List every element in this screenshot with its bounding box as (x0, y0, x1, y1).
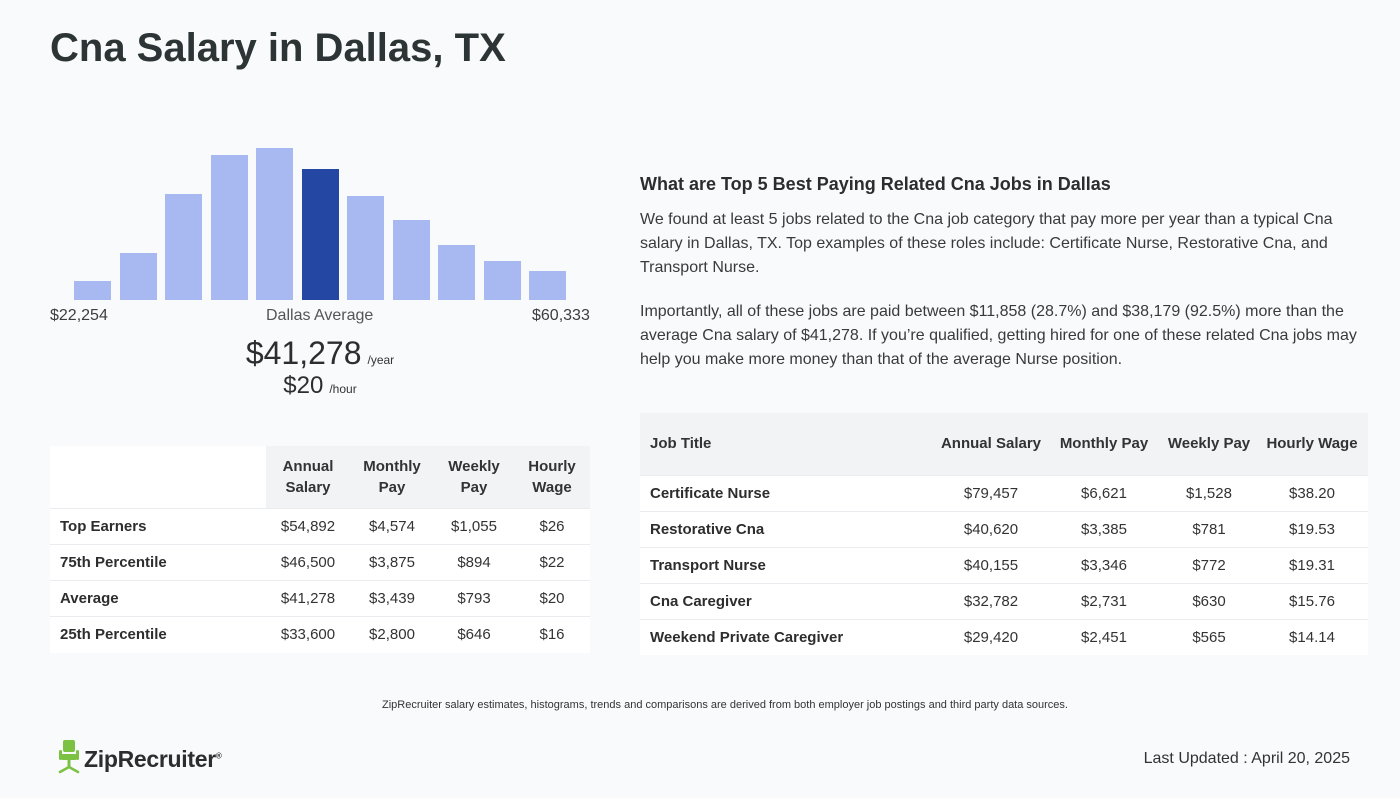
header-monthly-pay: Monthly Pay (1046, 413, 1162, 475)
histogram-bar (256, 148, 293, 300)
logo-text: ZipRecruiter® (84, 746, 222, 772)
weekly-pay-cell: $781 (1162, 510, 1256, 547)
table-row: Top Earners $54,892 $4,574 $1,055 $26 (50, 508, 590, 545)
histogram-min-label: $22,254 (50, 307, 108, 324)
table-row: Average $41,278 $3,439 $793 $20 (50, 580, 590, 617)
related-jobs-heading: What are Top 5 Best Paying Related Cna J… (640, 174, 1111, 194)
job-title-cell: Cna Caregiver (640, 582, 936, 619)
job-title-cell: Restorative Cna (640, 510, 936, 547)
header-annual-salary: Annual Salary (266, 446, 350, 509)
job-title-cell: Certificate Nurse (640, 474, 936, 511)
average-yearly-unit: /year (367, 353, 395, 367)
monthly-pay-cell: $6,621 (1046, 474, 1162, 511)
weekly-pay-cell: $565 (1162, 618, 1256, 655)
hourly-wage-cell: $20 (514, 580, 590, 617)
annual-salary-cell: $41,278 (266, 580, 350, 617)
monthly-pay-cell: $3,346 (1046, 546, 1162, 583)
monthly-pay-cell: $2,800 (350, 616, 434, 653)
ziprecruiter-logo[interactable]: ZipRecruiter® (58, 740, 222, 779)
histogram-bar (529, 271, 566, 300)
header-weekly-pay: Weekly Pay (1162, 413, 1256, 475)
related-jobs-table: Job Title Annual Salary Monthly Pay Week… (640, 413, 1368, 655)
average-hourly-unit: /hour (329, 382, 357, 396)
histogram-bar (165, 194, 202, 300)
header-weekly-pay: Weekly Pay (434, 446, 514, 509)
weekly-pay-cell: $1,528 (1162, 474, 1256, 511)
weekly-pay-cell: $646 (434, 616, 514, 653)
histogram-average-label: Dallas Average (266, 307, 374, 324)
annual-salary-cell: $33,600 (266, 616, 350, 653)
header-hourly-wage: Hourly Wage (514, 446, 590, 509)
row-label: 25th Percentile (50, 616, 266, 653)
weekly-pay-cell: $793 (434, 580, 514, 617)
monthly-pay-cell: $4,574 (350, 508, 434, 545)
histogram-bar (74, 281, 111, 300)
histogram-bar (392, 220, 430, 300)
monthly-pay-cell: $3,439 (350, 580, 434, 617)
weekly-pay-cell: $630 (1162, 582, 1256, 619)
histogram-bar-average (301, 169, 339, 300)
percentile-table-corner (50, 446, 266, 509)
job-title-cell: Transport Nurse (640, 546, 936, 583)
weekly-pay-cell: $772 (1162, 546, 1256, 583)
data-source-disclaimer: ZipRecruiter salary estimates, histogram… (382, 699, 1068, 711)
average-hourly-salary: $20/hour (50, 372, 590, 400)
row-label: 75th Percentile (50, 544, 266, 581)
salary-histogram (50, 130, 590, 300)
weekly-pay-cell: $1,055 (434, 508, 514, 545)
annual-salary-cell: $54,892 (266, 508, 350, 545)
histogram-bar (438, 245, 475, 300)
table-row: Transport Nurse $40,155 $3,346 $772 $19.… (640, 546, 1368, 583)
table-row: Restorative Cna $40,620 $3,385 $781 $19.… (640, 510, 1368, 547)
histogram-bar (119, 253, 157, 300)
annual-salary-cell: $40,155 (936, 546, 1046, 583)
header-job-title: Job Title (640, 413, 936, 475)
average-yearly-value: $41,278 (245, 335, 362, 371)
header-hourly-wage: Hourly Wage (1256, 413, 1368, 475)
table-row: Certificate Nurse $79,457 $6,621 $1,528 … (640, 474, 1368, 511)
percentile-table-header: Annual Salary Monthly Pay Weekly Pay Hou… (50, 446, 590, 509)
hourly-wage-cell: $38.20 (1256, 474, 1368, 511)
hourly-wage-cell: $19.53 (1256, 510, 1368, 547)
weekly-pay-cell: $894 (434, 544, 514, 581)
table-row: 25th Percentile $33,600 $2,800 $646 $16 (50, 616, 590, 653)
monthly-pay-cell: $2,731 (1046, 582, 1162, 619)
histogram-bar (347, 196, 384, 300)
monthly-pay-cell: $2,451 (1046, 618, 1162, 655)
annual-salary-cell: $40,620 (936, 510, 1046, 547)
histogram-bar (210, 155, 248, 300)
annual-salary-cell: $46,500 (266, 544, 350, 581)
table-row: 75th Percentile $46,500 $3,875 $894 $22 (50, 544, 590, 581)
annual-salary-cell: $32,782 (936, 582, 1046, 619)
jobs-table-header: Job Title Annual Salary Monthly Pay Week… (640, 413, 1368, 475)
table-row: Weekend Private Caregiver $29,420 $2,451… (640, 618, 1368, 655)
last-updated: Last Updated : April 20, 2025 (1143, 750, 1350, 767)
header-annual-salary: Annual Salary (936, 413, 1046, 475)
page-title: Cna Salary in Dallas, TX (50, 26, 506, 70)
table-row: Cna Caregiver $32,782 $2,731 $630 $15.76 (640, 582, 1368, 619)
hourly-wage-cell: $22 (514, 544, 590, 581)
related-jobs-intro: We found at least 5 jobs related to the … (640, 211, 1333, 276)
job-title-cell: Weekend Private Caregiver (640, 618, 936, 655)
hourly-wage-cell: $26 (514, 508, 590, 545)
annual-salary-cell: $79,457 (936, 474, 1046, 511)
average-yearly-salary: $41,278/year (50, 335, 590, 372)
related-jobs-summary: Importantly, all of these jobs are paid … (640, 303, 1357, 368)
row-label: Average (50, 580, 266, 617)
row-label: Top Earners (50, 508, 266, 545)
header-monthly-pay: Monthly Pay (350, 446, 434, 509)
monthly-pay-cell: $3,385 (1046, 510, 1162, 547)
histogram-max-label: $60,333 (532, 307, 590, 324)
average-hourly-value: $20 (283, 372, 324, 399)
chair-icon (58, 740, 80, 779)
annual-salary-cell: $29,420 (936, 618, 1046, 655)
hourly-wage-cell: $19.31 (1256, 546, 1368, 583)
hourly-wage-cell: $16 (514, 616, 590, 653)
percentile-table: Annual Salary Monthly Pay Weekly Pay Hou… (50, 446, 590, 653)
hourly-wage-cell: $14.14 (1256, 618, 1368, 655)
histogram-bar (483, 261, 521, 300)
hourly-wage-cell: $15.76 (1256, 582, 1368, 619)
monthly-pay-cell: $3,875 (350, 544, 434, 581)
